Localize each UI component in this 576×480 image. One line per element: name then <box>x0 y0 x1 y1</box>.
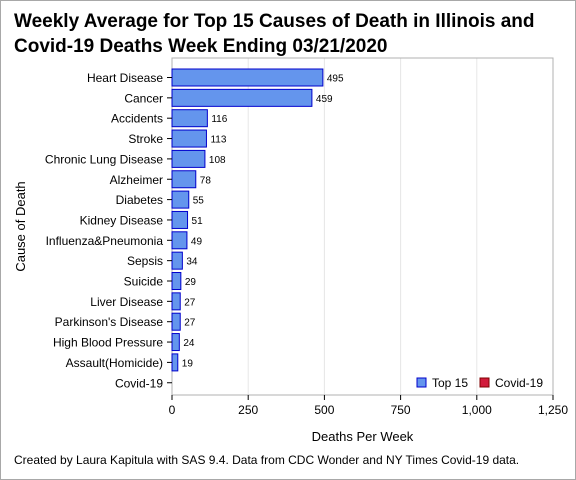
bar-value-label: 34 <box>186 257 198 268</box>
bar-value-label: 27 <box>184 318 196 329</box>
bar-value-label: 495 <box>327 74 344 85</box>
bar-value-label: 459 <box>316 94 333 105</box>
bar-cancer <box>171 88 313 107</box>
category-label: Accidents <box>111 112 163 126</box>
bar-value-label: 24 <box>183 338 195 349</box>
bar-value-label: 116 <box>211 114 227 125</box>
bar-influenza-pneumonia <box>171 231 188 250</box>
bar-value-label: 19 <box>182 358 194 369</box>
legend-swatch <box>479 377 490 388</box>
x-tick-label: 0 <box>169 403 176 417</box>
grid-lines <box>247 58 554 395</box>
bar-value-label: 55 <box>193 196 205 207</box>
category-labels: Heart Disease Cancer Accidents Stroke Chroni… <box>45 71 172 390</box>
x-axis-label: Deaths Per Week <box>312 429 414 444</box>
legend-label: Top 15 <box>432 376 468 390</box>
bar-kidney-disease <box>171 210 189 229</box>
bar-value-label: 108 <box>209 155 226 166</box>
bar-value-label: 29 <box>185 277 197 288</box>
category-label: Parkinson's Disease <box>55 315 164 329</box>
bar-assault-homicide- <box>171 353 179 372</box>
bars: 495 459 116 113 108 78 55 51 49 34 29 27 27 24 19 <box>171 68 344 372</box>
bar-accidents <box>171 109 208 128</box>
category-label: Kidney Disease <box>80 213 164 227</box>
category-label: Cancer <box>124 91 163 105</box>
bar-value-label: 49 <box>191 236 203 247</box>
category-label: High Blood Pressure <box>53 336 163 350</box>
category-label: Stroke <box>128 132 163 146</box>
category-label: Alzheimer <box>110 173 163 187</box>
bar-liver-disease <box>171 292 181 311</box>
category-label: Diabetes <box>116 193 163 207</box>
x-tick-label: 250 <box>238 403 258 417</box>
x-axis: 0 250 500 750 1,000 1,250 <box>169 395 568 417</box>
category-label: Covid-19 <box>115 376 163 390</box>
bar-value-label: 51 <box>192 216 204 227</box>
bar-stroke <box>171 129 207 148</box>
category-label: Assault(Homicide) <box>66 356 163 370</box>
plot-area <box>171 57 554 396</box>
category-label: Influenza&Pneumonia <box>46 234 164 248</box>
bar-suicide <box>171 272 182 290</box>
bar-value-label: 113 <box>210 135 226 146</box>
category-label: Suicide <box>124 275 164 289</box>
legend-label: Covid-19 <box>495 376 543 390</box>
bar-value-label: 27 <box>184 297 196 308</box>
x-tick-label: 1,000 <box>462 403 492 417</box>
category-label: Heart Disease <box>87 71 163 85</box>
bar-parkinson-s-disease <box>171 312 181 331</box>
x-tick-label: 750 <box>391 403 411 417</box>
bar-high-blood-pressure <box>171 333 180 352</box>
footnote: Created by Laura Kapitula with SAS 9.4. … <box>14 453 520 467</box>
category-label: Liver Disease <box>90 295 163 309</box>
bar-value-label: 78 <box>200 175 212 186</box>
x-tick-label: 1,250 <box>538 403 568 417</box>
legend: Top 15 Covid-19 <box>416 376 543 390</box>
x-tick-label: 500 <box>314 403 334 417</box>
bar-heart-disease <box>171 68 324 87</box>
bar-diabetes <box>171 190 190 209</box>
legend-swatch <box>416 377 427 388</box>
bar-chronic-lung-disease <box>171 149 206 168</box>
bar-alzheimer <box>171 170 197 189</box>
category-label: Sepsis <box>127 254 163 268</box>
y-axis-label: Cause of Death <box>13 181 28 271</box>
category-label: Chronic Lung Disease <box>45 152 163 166</box>
chart-title: Weekly Average for Top 15 Causes of Deat… <box>14 11 535 57</box>
bar-sepsis <box>171 251 183 270</box>
